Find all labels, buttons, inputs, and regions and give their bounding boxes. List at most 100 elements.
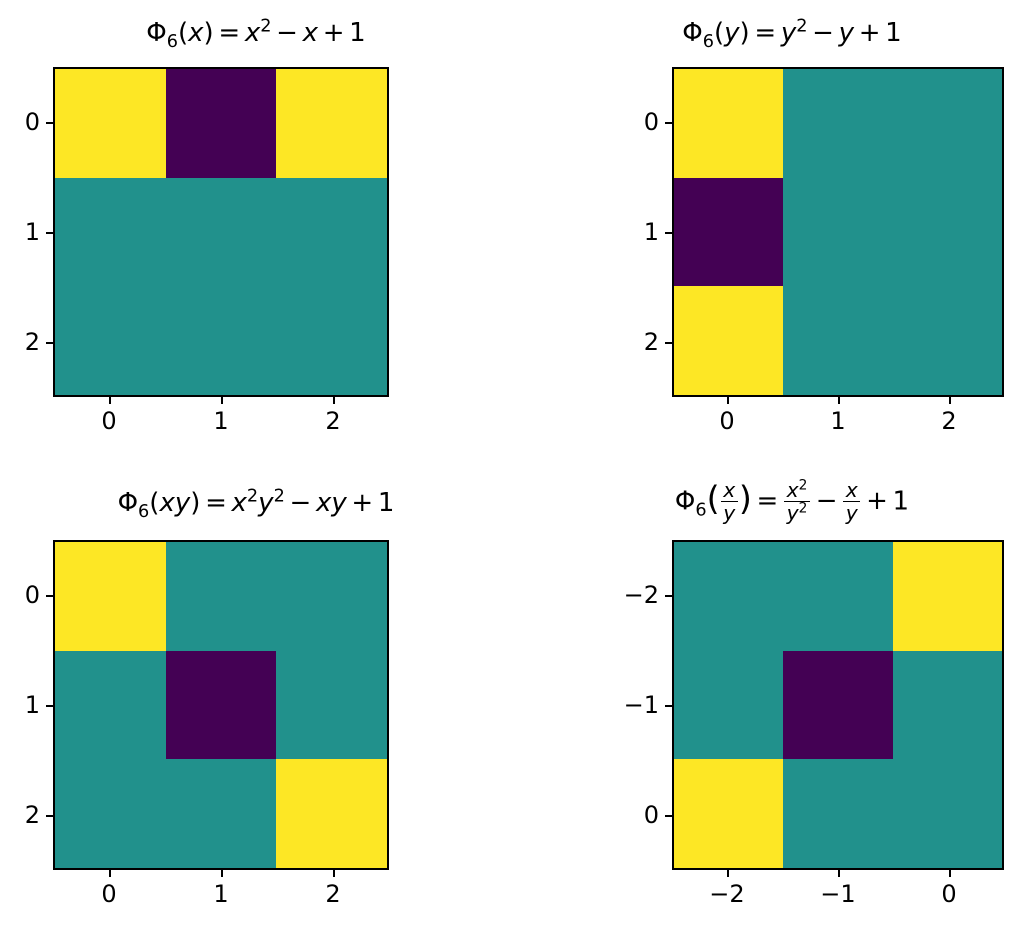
xtick-label: 1 [213, 880, 229, 908]
heat-cell [55, 542, 166, 651]
xtick-mark [838, 870, 840, 877]
xtick-label: 0 [719, 407, 735, 435]
xtick-mark [727, 870, 729, 877]
heat-cell [674, 542, 784, 651]
ytick-label: 2 [24, 328, 40, 356]
xtick-mark [109, 870, 111, 877]
heat-cell [276, 177, 387, 287]
xtick-mark [838, 397, 840, 404]
ytick-label: 0 [24, 108, 40, 136]
xtick-label: 2 [325, 880, 341, 908]
heat-cell [276, 759, 387, 868]
heat-cell [165, 286, 277, 395]
subplot-phi6-xy: Φ6(xy) = x2y2− xy +1 0 1 2 0 1 2 [0, 470, 512, 937]
xtick-label: 1 [830, 407, 846, 435]
heat-cell [276, 69, 387, 178]
ytick-label: 2 [643, 328, 659, 356]
ytick-mark [46, 232, 53, 234]
heat-cell [674, 69, 784, 178]
xtick-label: 0 [101, 407, 117, 435]
xtick-label: 2 [325, 407, 341, 435]
ytick-mark [46, 342, 53, 344]
heat-cell [165, 177, 277, 287]
heat-cell [674, 177, 784, 287]
heat-cell [783, 650, 893, 760]
subplot-title-phi6-x-over-y: Φ6(x y) = x2 y2− x y +1 [674, 476, 910, 525]
heat-cell [276, 286, 387, 395]
axes-phi6-x[interactable] [53, 67, 389, 397]
heat-cell [783, 759, 893, 868]
subplot-phi6-x: Φ6(x) = x2− x +1 0 1 2 0 1 [0, 0, 512, 470]
xtick-label: 2 [941, 407, 957, 435]
heat-cell [276, 542, 387, 651]
ytick-mark [665, 705, 672, 707]
xtick-mark [333, 397, 335, 404]
xtick-mark [221, 397, 223, 404]
ytick-label: 0 [643, 108, 659, 136]
xtick-label: 1 [213, 407, 229, 435]
heat-cell [165, 759, 277, 868]
axes-phi6-x-over-y[interactable] [672, 540, 1004, 870]
heatmap-phi6-x-over-y [674, 542, 1002, 868]
heatmap-phi6-xy [55, 542, 387, 868]
subplot-title-phi6-y: Φ6(y) = y2− y +1 [682, 16, 902, 53]
xtick-mark [333, 870, 335, 877]
subplot-phi6-y: Φ6(y) = y2− y +1 0 1 2 0 1 2 [512, 0, 1023, 470]
heat-cell [892, 177, 1002, 287]
heat-cell [674, 759, 784, 868]
ytick-label: −2 [623, 581, 659, 609]
heat-cell [55, 69, 166, 178]
ytick-mark [665, 595, 672, 597]
subplot-phi6-x-over-y: Φ6(x y) = x2 y2− x y +1 −2 −1 0 −2 −1 0 [512, 470, 1023, 937]
ytick-label: 0 [24, 581, 40, 609]
heat-cell [892, 286, 1002, 395]
ytick-label: 0 [643, 801, 659, 829]
axes-phi6-y[interactable] [672, 67, 1004, 397]
heat-cell [892, 542, 1002, 651]
heat-cell [892, 69, 1002, 178]
xtick-label: −2 [709, 880, 745, 908]
heat-cell [892, 650, 1002, 760]
heatmap-phi6-y [674, 69, 1002, 395]
title-fraction-term1: x2 y2 [784, 478, 810, 524]
heat-cell [276, 650, 387, 760]
ytick-mark [665, 815, 672, 817]
ytick-mark [46, 122, 53, 124]
heat-cell [55, 650, 166, 760]
heat-cell [892, 759, 1002, 868]
xtick-mark [221, 870, 223, 877]
xtick-label: 0 [101, 880, 117, 908]
ytick-label: 1 [643, 218, 659, 246]
ytick-mark [665, 232, 672, 234]
ytick-mark [665, 122, 672, 124]
ytick-label: 2 [24, 801, 40, 829]
heat-cell [165, 542, 277, 651]
ytick-label: 1 [24, 218, 40, 246]
xtick-mark [727, 397, 729, 404]
heat-cell [783, 542, 893, 651]
ytick-label: −1 [623, 691, 659, 719]
xtick-label: 0 [941, 880, 957, 908]
heat-cell [783, 69, 893, 178]
heat-cell [674, 286, 784, 395]
ytick-label: 1 [24, 691, 40, 719]
ytick-mark [665, 342, 672, 344]
ytick-mark [46, 595, 53, 597]
heat-cell [783, 177, 893, 287]
axes-phi6-xy[interactable] [53, 540, 389, 870]
heatmap-phi6-x [55, 69, 387, 395]
xtick-mark [949, 397, 951, 404]
xtick-mark [109, 397, 111, 404]
heat-cell [55, 759, 166, 868]
heat-cell [783, 286, 893, 395]
heat-cell [55, 286, 166, 395]
heat-cell [674, 650, 784, 760]
heat-cell [165, 69, 277, 178]
heat-cell [55, 177, 166, 287]
xtick-mark [949, 870, 951, 877]
xtick-label: −1 [820, 880, 856, 908]
ytick-mark [46, 815, 53, 817]
